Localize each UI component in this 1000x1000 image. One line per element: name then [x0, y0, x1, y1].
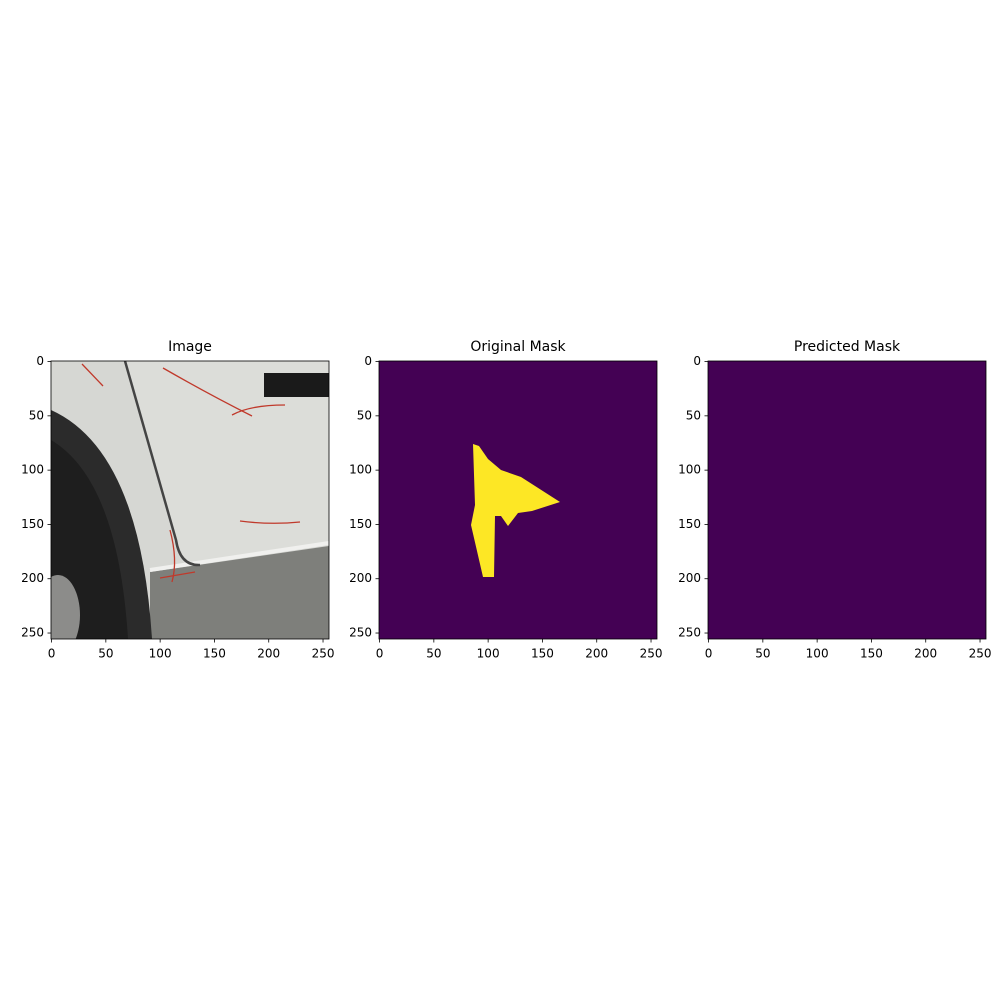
y-tick-label: 0 — [364, 354, 372, 368]
x-tick-label: 100 — [806, 647, 829, 661]
y-tick-label: 200 — [21, 571, 44, 585]
y-tick-label: 150 — [21, 517, 44, 531]
y-tick-label: 50 — [357, 408, 372, 422]
y-tick-label: 200 — [678, 571, 701, 585]
axes-title: Original Mask — [470, 339, 566, 355]
y-tick-label: 0 — [693, 354, 701, 368]
x-tick-label: 250 — [312, 647, 335, 661]
mask-background — [708, 361, 986, 639]
y-tick-label: 150 — [678, 517, 701, 531]
mask-region — [471, 444, 560, 577]
axes-title: Image — [168, 339, 212, 355]
y-tick-label: 0 — [36, 354, 44, 368]
y-tick-label: 200 — [349, 571, 372, 585]
axes-frame — [707, 360, 987, 640]
y-tick-label: 250 — [21, 626, 44, 640]
x-tick-label: 100 — [477, 647, 500, 661]
x-tick-label: 150 — [203, 647, 226, 661]
y-tick-label: 100 — [21, 463, 44, 477]
y-tick-label: 250 — [349, 626, 372, 640]
x-tick-label: 0 — [376, 647, 384, 661]
x-tick-label: 250 — [640, 647, 663, 661]
x-tick-label: 50 — [98, 647, 113, 661]
x-tick-label: 200 — [914, 647, 937, 661]
y-tick-label: 50 — [686, 408, 701, 422]
x-tick-label: 150 — [860, 647, 883, 661]
x-tick-label: 50 — [426, 647, 441, 661]
x-tick-label: 0 — [48, 647, 56, 661]
y-tick-label: 100 — [349, 463, 372, 477]
y-tick-label: 250 — [678, 626, 701, 640]
axes-frame — [378, 360, 658, 640]
y-tick-label: 150 — [349, 517, 372, 531]
photo — [51, 361, 329, 639]
x-tick-label: 50 — [755, 647, 770, 661]
axes-frame — [50, 360, 330, 640]
x-tick-label: 250 — [969, 647, 992, 661]
y-tick-label: 50 — [29, 408, 44, 422]
y-tick-label: 100 — [678, 463, 701, 477]
x-tick-label: 200 — [585, 647, 608, 661]
x-tick-label: 200 — [257, 647, 280, 661]
x-tick-label: 100 — [149, 647, 172, 661]
x-tick-label: 150 — [531, 647, 554, 661]
axes-title: Predicted Mask — [794, 339, 901, 355]
x-tick-label: 0 — [705, 647, 713, 661]
